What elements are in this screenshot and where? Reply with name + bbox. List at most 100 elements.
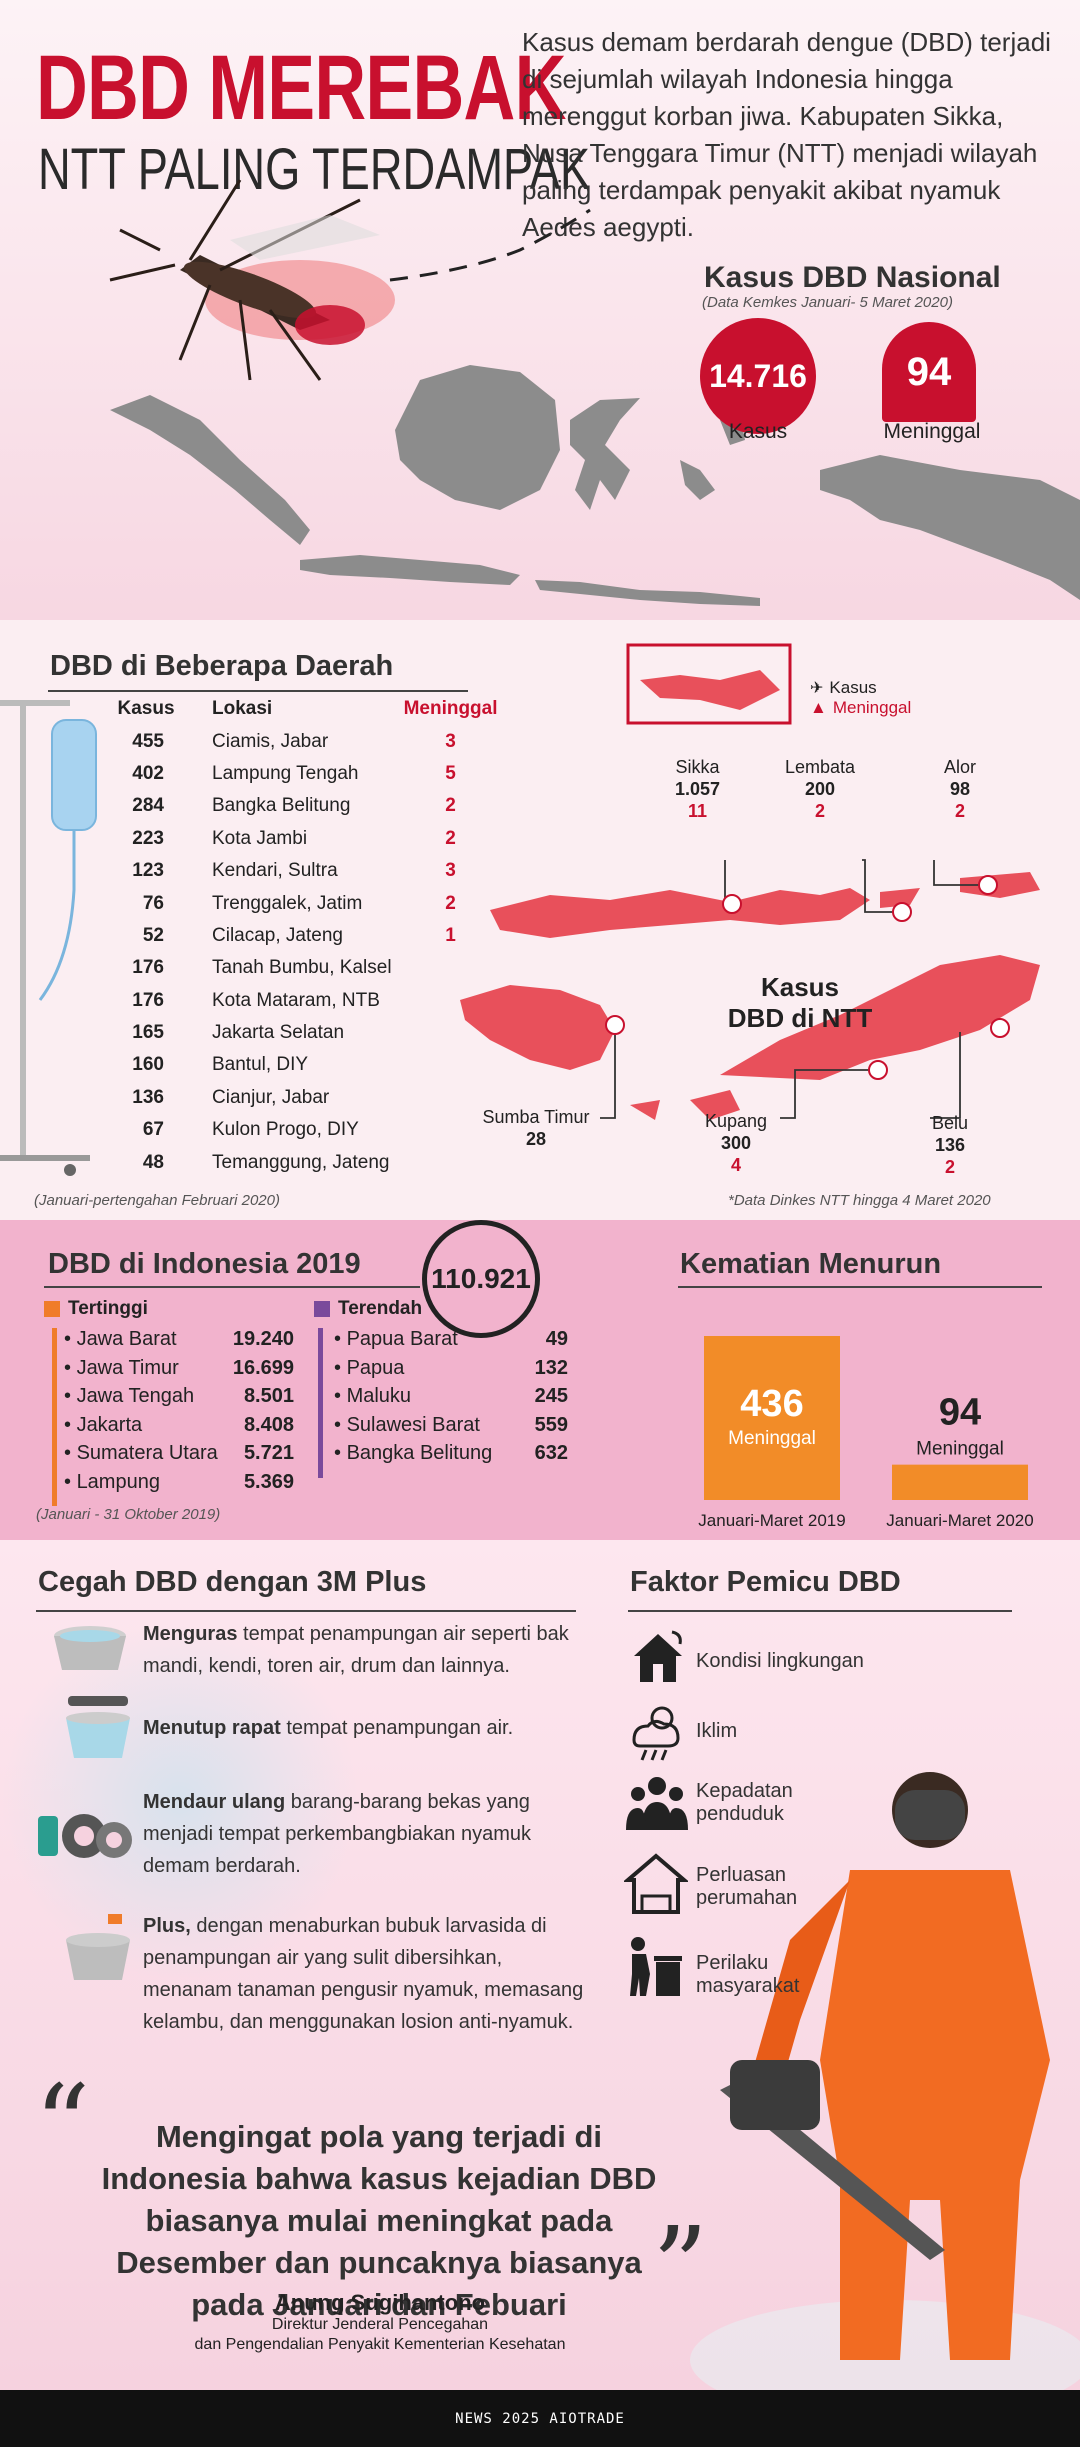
purple-square-icon [314,1301,330,1317]
kasus-circle: 14.716 [700,318,816,434]
plus-text: dengan menaburkan bubuk larvasida di pen… [143,1915,584,2033]
alor-name: Alor [943,757,976,777]
province-value: 132 [534,1356,568,1379]
meninggal-label: Meninggal [883,420,981,443]
callout-kupang: Kupang 300 4 [696,1110,776,1176]
kupang-name: Kupang [704,1111,768,1131]
alor-meninggal: 2 [954,801,965,821]
header-section: DBD MEREBAK NTT PALING TERDAMPAK Kasus d… [0,0,1080,620]
housing-icon [624,1853,688,1914]
people-icon [626,1777,688,1830]
row-kasus: 136 [132,1086,164,1108]
header-kasus: Kasus [117,698,175,720]
kematian-bar-0 [704,1336,840,1500]
province-value: 559 [534,1413,568,1436]
page-title: DBD MEREBAK [36,37,566,139]
row-lokasi: Jakarta Selatan [212,1022,345,1044]
java-shape [300,555,520,585]
table-header: Kasus Lokasi Meninggal [110,693,504,725]
table-row: 76 Trenggalek, Jatim 2 [110,887,504,919]
meninggal-tombstone: 94 [882,322,976,422]
terendah-label: Terendah [338,1298,423,1319]
menutup-text: tempat penampungan air. [280,1717,514,1739]
table-row: 455 Ciamis, Jabar 3 [110,725,504,757]
table-row: 402 Lampung Tengah 5 [110,758,504,790]
quote-role-2: dan Pengendalian Penyakit Kementerian Ke… [194,2336,566,2353]
row-lokasi: Kendari, Sultra [212,860,338,882]
indo2019-note: (Januari - 31 Oktober 2019) [36,1506,221,1523]
row-meninggal: 3 [445,730,456,752]
kematian-label-1: Meninggal [916,1439,1004,1460]
row-lokasi: Trenggalek, Jatim [212,892,363,914]
daerah-section: DBD di Beberapa Daerah Kasus Lokasi Meni… [0,620,1080,1220]
cegah-title: Cegah DBD dengan 3M Plus [38,1566,427,1598]
alor-leader [933,860,980,886]
row-lokasi: Bangka Belitung [212,795,351,817]
sikka-kasus: 1.057 [674,779,721,799]
faktor-kepadatan: Kepadatan penduduk [696,1780,793,1825]
row-kasus: 67 [142,1119,164,1141]
cegah-item-plus: Plus, dengan menaburkan bubuk larvasida … [143,1910,593,2038]
row-kasus: 52 [142,924,164,946]
row-meninggal: 2 [445,827,456,849]
list-item: • Sulawesi Barat 559 [334,1411,568,1440]
faktor-rule [628,1610,1012,1612]
callout-sikka: Sikka 1.057 11 [655,756,740,822]
province-value: 5.721 [243,1442,294,1464]
open-quote-icon: “ [34,2061,91,2189]
terendah-list: • Papua Barat 49 • Papua 132 • Maluku 245 • Su… [334,1325,568,1468]
maluku-shape [680,460,715,500]
covered-basin-icon [66,1696,130,1758]
row-kasus: 223 [132,827,164,849]
row-kasus: 76 [142,892,164,914]
sumba-name: Sumba Timur [482,1107,590,1127]
quote-author: Anung Sugihantono [274,2290,486,2315]
tertinggi-list: • Jawa Barat 19.240 • Jawa Timur 16.699 • Ja… [64,1325,294,1496]
row-lokasi: Kulon Progo, DIY [212,1119,359,1141]
faktor-iklim: Iklim [696,1720,738,1742]
tertinggi-label: Tertinggi [68,1298,148,1319]
legend-meninggal-label: Meninggal [832,698,912,717]
belu-leader [930,1032,961,1119]
papua-shape [820,455,1080,600]
table-row: 165 Jakarta Selatan [110,1017,504,1049]
quote-text: Mengingat pola yang terjadi di Indonesia… [101,2119,657,2322]
mosquito-icon: ✈ [810,680,824,697]
terendah-bar [318,1328,323,1478]
province-name: • Jawa Barat [64,1328,177,1350]
kematian-bar-1 [892,1464,1028,1500]
row-kasus: 165 [132,1022,164,1044]
table-row: 48 Temanggung, Jateng [110,1146,504,1178]
callout-belu: Belu 136 2 [915,1112,985,1178]
province-value: 8.501 [243,1385,294,1407]
province-value: 632 [534,1442,568,1464]
province-name: • Lampung [64,1470,160,1493]
table-row: 52 Cilacap, Jateng 1 [110,920,504,952]
sumba-kasus: 28 [525,1129,547,1149]
kupang-meninggal: 4 [730,1155,741,1175]
daerah-rows: 455 Ciamis, Jabar 3 402 Lampung Tengah 5 284 Ba… [110,725,504,1178]
row-meninggal: 1 [445,924,456,946]
nasional-source: (Data Kemkes Januari- 5 Maret 2020) [702,294,953,311]
ntt-title: Kasus DBD di NTT [727,972,873,1033]
menguras-bold: Menguras [143,1623,238,1645]
province-name: • Jawa Tengah [64,1385,195,1407]
row-meninggal: 5 [445,762,456,784]
kematian-period-0: Januari-Maret 2019 [698,1511,845,1530]
stats-2019-section: DBD di Indonesia 2019 110.921 Tertinggi … [0,1220,1080,1540]
list-item: • Papua 132 [334,1354,568,1383]
alor-kasus: 98 [949,779,971,799]
faktor-title: Faktor Pemicu DBD [630,1566,901,1598]
list-item: • Maluku 245 [334,1382,568,1411]
row-kasus: 123 [132,860,164,882]
list-item: • Jawa Barat 19.240 [64,1325,294,1354]
tombstone-icon: ▲ [810,698,827,717]
menutup-bold: Menutup rapat [143,1717,281,1739]
mendaur-bold: Mendaur ulang [143,1791,286,1813]
house-icon [634,1630,682,1682]
table-row: 284 Bangka Belitung 2 [110,790,504,822]
legend-kasus-label: Kasus [829,678,877,697]
indo2019-rule [44,1286,420,1288]
sumba-shape [460,985,615,1070]
footer: NEWS 2025 AIOTRADE [0,2390,1080,2447]
